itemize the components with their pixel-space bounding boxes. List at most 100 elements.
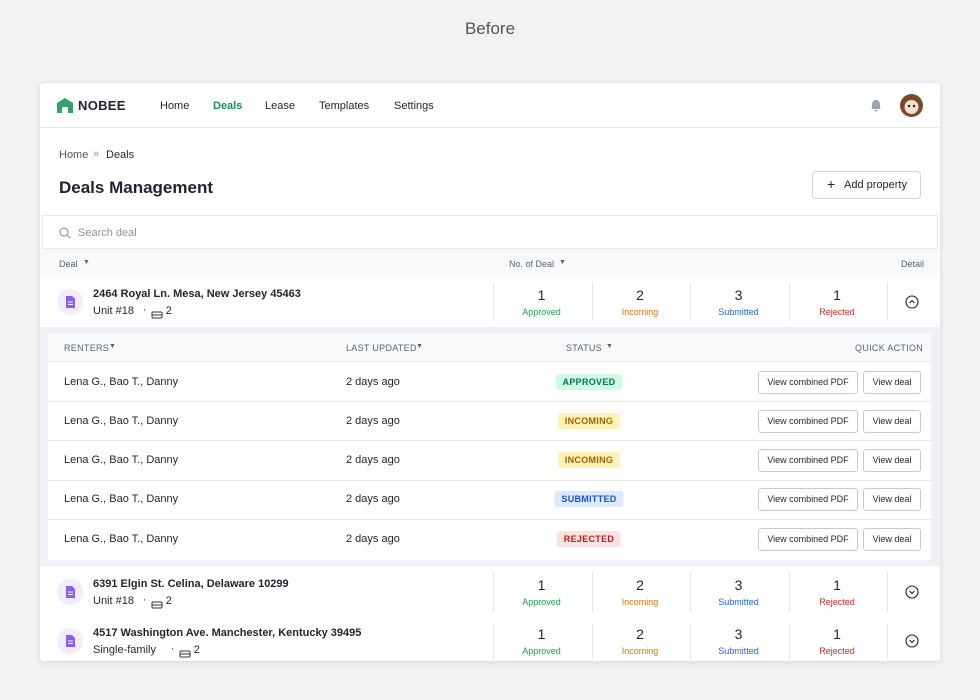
stat-count: 3 xyxy=(734,287,743,303)
add-property-button[interactable]: + Add property xyxy=(812,171,921,199)
stat-cell xyxy=(493,283,591,321)
status-badge: INCOMING xyxy=(557,412,621,429)
deal-address: 2464 Royal Ln. Mesa, New Jersey 45463 xyxy=(93,288,301,300)
renters-header xyxy=(48,333,931,362)
view-pdf-button[interactable]: View combined PDF xyxy=(758,409,858,433)
stat-cell xyxy=(788,571,888,612)
view-deal-button[interactable]: View deal xyxy=(863,370,921,394)
renter-names: Lena G., Bao T., Danny xyxy=(64,414,179,427)
stat-label: Submitted xyxy=(718,646,759,656)
expand-toggle[interactable] xyxy=(905,584,919,599)
deal-icon xyxy=(57,578,83,605)
bed-icon xyxy=(151,597,163,608)
stat-count: 3 xyxy=(734,626,743,642)
stat-cell xyxy=(690,571,788,612)
nav-item[interactable]: Home xyxy=(160,100,190,112)
navbar xyxy=(40,83,940,128)
breadcrumb[interactable]: Home xyxy=(59,149,89,161)
search-placeholder: Search deal xyxy=(78,227,137,239)
renter-names: Lena G., Bao T., Danny xyxy=(64,375,179,388)
column-header: Detail xyxy=(901,259,925,269)
search-bar[interactable] xyxy=(42,215,938,249)
sort-icon: ▼ xyxy=(83,259,90,266)
stat-label: Incoming xyxy=(621,596,659,607)
view-deal-button[interactable]: View deal xyxy=(863,409,921,433)
expand-toggle[interactable] xyxy=(905,295,919,309)
renter-row xyxy=(48,362,931,402)
status-badge: INCOMING xyxy=(557,452,621,469)
nav-item[interactable]: Lease xyxy=(265,100,295,112)
status-badge: APPROVED xyxy=(555,373,623,390)
logo xyxy=(56,97,74,114)
stat-count: 1 xyxy=(537,626,546,642)
stat-label: Submitted xyxy=(718,596,759,607)
stat-label: Rejected xyxy=(819,596,855,607)
stat-label: Rejected xyxy=(819,307,855,317)
sort-icon: ▼ xyxy=(606,343,613,350)
last-updated: 2 days ago xyxy=(346,532,400,545)
bed-count: 2 xyxy=(193,644,200,656)
last-updated: 2 days ago xyxy=(346,375,400,388)
view-deal-button[interactable]: View deal xyxy=(863,527,921,551)
stat-label: Approved xyxy=(522,307,561,317)
stat-label: Incoming xyxy=(621,307,659,317)
renter-names: Lena G., Bao T., Danny xyxy=(64,532,179,545)
deal-address: 6391 Elgin St. Celina, Delaware 10299 xyxy=(93,577,289,590)
deal-unit: Unit #18 xyxy=(93,594,134,607)
dot: · xyxy=(170,643,175,655)
deal-address: 4517 Washington Ave. Manchester, Kentuck… xyxy=(93,627,362,639)
view-pdf-button[interactable]: View combined PDF xyxy=(758,488,858,512)
expand-toggle[interactable] xyxy=(905,634,919,648)
deal-unit: Unit #18 xyxy=(93,305,134,317)
view-deal-button[interactable]: View deal xyxy=(863,488,921,512)
stat-count: 1 xyxy=(833,287,841,303)
nav-item[interactable]: Deals xyxy=(213,100,243,112)
view-pdf-button[interactable]: View combined PDF xyxy=(758,449,858,473)
renter-row xyxy=(48,480,931,520)
stat-count: 1 xyxy=(833,576,841,593)
stat-cell xyxy=(493,623,591,659)
button-label: Add property xyxy=(844,179,907,191)
avatar xyxy=(900,94,923,117)
bed-count: 2 xyxy=(165,594,172,607)
stat-count: 1 xyxy=(833,626,841,642)
plus-icon: + xyxy=(827,176,836,192)
dot: · xyxy=(142,593,147,606)
brand: NOBEE xyxy=(78,98,126,113)
stat-label: Approved xyxy=(522,596,561,607)
table-header xyxy=(40,249,940,278)
nav-item[interactable]: Settings xyxy=(394,100,434,112)
stat-cell xyxy=(788,283,888,321)
stat-label: Incoming xyxy=(621,646,659,656)
stat-count: 1 xyxy=(537,287,546,303)
status-badge: REJECTED xyxy=(556,530,622,547)
stat-cell xyxy=(591,283,690,321)
deal-unit: Single-family xyxy=(93,644,156,656)
renter-row xyxy=(48,401,931,442)
deal-icon xyxy=(57,289,83,315)
renters-column-header: LAST UPDATED xyxy=(346,343,417,353)
bell xyxy=(869,98,883,112)
last-updated: 2 days ago xyxy=(346,414,400,427)
column-header[interactable]: No. of Deal xyxy=(509,259,555,269)
search-icon xyxy=(59,226,71,239)
view-deal-button[interactable]: View deal xyxy=(863,449,921,473)
renter-names: Lena G., Bao T., Danny xyxy=(64,493,179,506)
bed-count: 2 xyxy=(165,305,172,317)
nav-item[interactable]: Templates xyxy=(319,100,370,112)
caption: Before xyxy=(464,19,516,38)
column-header[interactable]: Deal xyxy=(59,259,78,269)
stat-count: 3 xyxy=(734,576,743,593)
view-pdf-button[interactable]: View combined PDF xyxy=(758,527,858,551)
view-pdf-button[interactable]: View combined PDF xyxy=(758,370,858,394)
sort-icon: ▼ xyxy=(109,343,116,350)
stat-label: Rejected xyxy=(819,646,855,656)
stat-label: Approved xyxy=(522,646,561,656)
stat-count: 2 xyxy=(636,626,644,642)
stat-cell xyxy=(591,571,690,612)
dot: · xyxy=(142,304,147,316)
renter-row xyxy=(48,441,931,481)
stat-cell xyxy=(493,571,591,612)
page-title: Deals Management xyxy=(59,178,213,197)
